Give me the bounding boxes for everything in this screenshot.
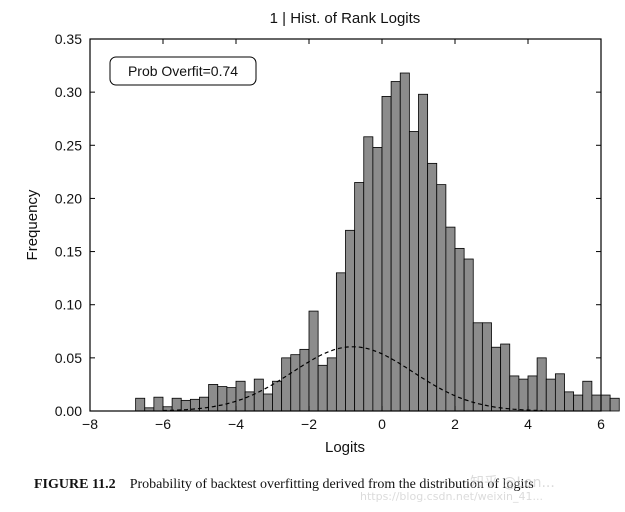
x-tick-label: 2 [451, 416, 459, 432]
histogram-bar [399, 72, 410, 412]
histogram-bar [381, 95, 392, 412]
histogram-bar [463, 258, 474, 412]
histogram-bar [226, 387, 237, 412]
histogram-bar [509, 375, 520, 412]
plot-frame [89, 38, 602, 412]
watermark-url: https://blog.csdn.net/weixin_41... [360, 490, 544, 503]
caption-text: Probability of backtest overfitting deri… [129, 477, 534, 492]
y-axis-label: Frequency [24, 189, 41, 260]
x-tick-label: −4 [228, 416, 244, 432]
histogram-bar [491, 346, 502, 412]
histogram-bar [600, 394, 611, 412]
histogram-bar [217, 386, 228, 412]
x-axis-label: Logits [325, 439, 365, 456]
histogram-bar [536, 357, 547, 412]
chart-title: 1 | Hist. of Rank Logits [270, 10, 421, 27]
histogram-bar [582, 380, 593, 412]
histogram-bar [317, 364, 328, 412]
bars-group [135, 72, 620, 412]
histogram-bar [545, 378, 556, 412]
annotation-box [109, 56, 257, 86]
histogram-bar [564, 391, 575, 412]
histogram-bar [363, 136, 374, 412]
y-tick-label: 0.20 [55, 190, 82, 206]
histogram-bar [335, 272, 346, 412]
annotation-text: Prob Overfit=0.74 [128, 63, 238, 79]
histogram-bar [171, 397, 182, 412]
x-tick-label: 0 [378, 416, 386, 432]
y-tick-label: 0.30 [55, 84, 82, 100]
histogram-bar [527, 375, 538, 412]
y-axis-ticks: 0.00 0.05 0.10 0.15 0.20 0.25 0.30 0.35 [55, 31, 601, 419]
y-tick-label: 0.05 [55, 350, 82, 366]
caption-number: FIGURE 11.2 [34, 477, 116, 492]
watermark: 知乎 @Lon... [470, 475, 555, 491]
histogram-bar [262, 393, 273, 412]
histogram-bar [554, 373, 565, 412]
fitted-curve [162, 346, 543, 412]
histogram-bar [454, 247, 465, 412]
histogram-bar [418, 93, 429, 412]
histogram-bar [135, 397, 146, 412]
y-tick-label: 0.25 [55, 137, 82, 153]
histogram-chart: 1 | Hist. of Rank Logits −8 −6 −4 −2 0 2 4 6 0.… [24, 10, 620, 456]
histogram-bar [591, 394, 602, 412]
histogram-bar [290, 354, 301, 412]
histogram-bar [390, 81, 401, 412]
histogram-bar [345, 229, 356, 412]
histogram-bar [500, 343, 511, 412]
histogram-bar [573, 394, 584, 412]
histogram-bar [281, 357, 292, 412]
histogram-bar [518, 378, 529, 412]
histogram-bar [235, 380, 246, 412]
histogram-bar [436, 184, 447, 412]
histogram-bar [372, 147, 383, 412]
histogram-bar [472, 322, 483, 412]
y-tick-label: 0.10 [55, 297, 82, 313]
histogram-bar [445, 226, 456, 412]
histogram-bar [354, 182, 365, 412]
x-tick-label: 4 [524, 416, 532, 432]
histogram-bar [299, 348, 310, 412]
figure-caption: FIGURE 11.2 Probability of backtest overf… [34, 477, 614, 493]
histogram-bar [253, 378, 264, 412]
y-tick-label: 0.00 [55, 403, 82, 419]
histogram-bar [609, 397, 620, 412]
x-tick-label: −2 [301, 416, 317, 432]
histogram-bar [326, 357, 337, 412]
x-tick-label: 6 [597, 416, 605, 432]
x-axis-ticks: −8 −6 −4 −2 0 2 4 6 [82, 39, 605, 432]
y-tick-label: 0.35 [55, 31, 82, 47]
histogram-bar [427, 162, 438, 412]
y-tick-label: 0.15 [55, 244, 82, 260]
histogram-bar [481, 322, 492, 412]
x-tick-label: −8 [82, 416, 98, 432]
histogram-bar [153, 396, 164, 412]
histogram-bar [272, 380, 283, 412]
x-tick-label: −6 [155, 416, 171, 432]
histogram-bar [408, 131, 419, 412]
histogram-bar [308, 310, 319, 412]
